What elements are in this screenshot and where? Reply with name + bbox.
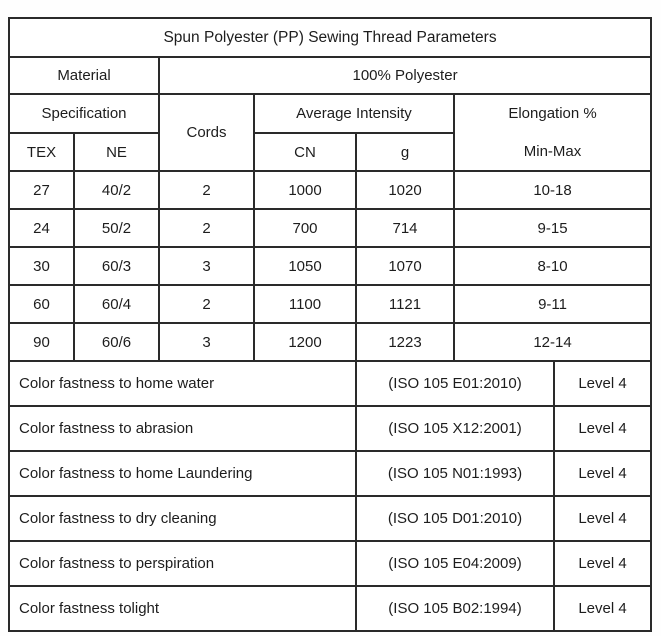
header-tex: TEX: [8, 132, 75, 172]
cell-elongation: 9-15: [452, 208, 653, 248]
header-average-intensity: Average Intensity: [253, 93, 455, 134]
cell-cn: 1000: [253, 170, 357, 210]
fastness-standard: (ISO 105 E04:2009): [355, 540, 555, 587]
material-value: 100% Polyester: [157, 56, 653, 95]
header-g: g: [355, 132, 455, 172]
table-row: 27 40/2 2 1000 1020 10-18: [8, 170, 653, 210]
cell-cn: 1200: [253, 322, 357, 362]
cell-cords: 3: [158, 322, 255, 362]
cell-g: 1070: [355, 246, 455, 286]
fastness-standard: (ISO 105 N01:1993): [355, 450, 555, 497]
header-specification: Specification: [8, 93, 160, 134]
fastness-property: Color fastness to home Laundering: [8, 450, 357, 497]
fastness-standard: (ISO 105 B02:1994): [355, 585, 555, 632]
header-ne: NE: [73, 132, 160, 172]
cell-g: 1121: [355, 284, 455, 324]
cell-ne: 60/3: [73, 246, 160, 286]
cell-cn: 1100: [253, 284, 357, 324]
material-label: Material: [8, 56, 160, 95]
fastness-row: Color fastness tolight (ISO 105 B02:1994…: [8, 585, 652, 632]
fastness-row: Color fastness to home water (ISO 105 E0…: [8, 360, 652, 407]
material-row: Material 100% Polyester: [8, 56, 653, 95]
table-row: 24 50/2 2 700 714 9-15: [8, 208, 653, 248]
fastness-level: Level 4: [553, 540, 652, 587]
cell-tex: 30: [8, 246, 75, 286]
cell-tex: 24: [8, 208, 75, 248]
header-min-max: Min-Max: [523, 142, 582, 160]
cell-elongation: 9-11: [452, 284, 653, 324]
cell-cords: 3: [158, 246, 255, 286]
header-row-groups: Specification Cords Average Intensity El…: [8, 93, 653, 172]
fastness-level: Level 4: [553, 585, 652, 632]
header-elongation: Elongation % Min-Max: [452, 93, 653, 172]
cell-cords: 2: [158, 170, 255, 210]
fastness-level: Level 4: [553, 405, 652, 452]
cell-cn: 700: [253, 208, 357, 248]
fastness-property: Color fastness to perspiration: [8, 540, 357, 587]
fastness-row: Color fastness to perspiration (ISO 105 …: [8, 540, 652, 587]
cell-ne: 60/6: [73, 322, 160, 362]
cell-tex: 90: [8, 322, 75, 362]
fastness-level: Level 4: [553, 495, 652, 542]
fastness-property: Color fastness tolight: [8, 585, 357, 632]
fastness-standard: (ISO 105 E01:2010): [355, 360, 555, 407]
cell-elongation: 8-10: [452, 246, 653, 286]
fastness-property: Color fastness to dry cleaning: [8, 495, 357, 542]
fastness-property: Color fastness to abrasion: [8, 405, 357, 452]
table-row: 30 60/3 3 1050 1070 8-10: [8, 246, 653, 286]
header-cn: CN: [253, 132, 357, 172]
cell-g: 1223: [355, 322, 455, 362]
title-row: Spun Polyester (PP) Sewing Thread Parame…: [7, 17, 653, 58]
fastness-row: Color fastness to abrasion (ISO 105 X12:…: [8, 405, 652, 452]
cell-cords: 2: [158, 284, 255, 324]
header-row-units: TEX NE CN g: [8, 132, 651, 172]
cell-ne: 50/2: [73, 208, 160, 248]
table-title: Spun Polyester (PP) Sewing Thread Parame…: [7, 17, 653, 58]
fastness-standard: (ISO 105 X12:2001): [355, 405, 555, 452]
thread-parameters-table: Spun Polyester (PP) Sewing Thread Parame…: [7, 17, 653, 362]
cell-elongation: 12-14: [452, 322, 653, 362]
cell-elongation: 10-18: [452, 170, 653, 210]
header-cords: Cords: [158, 93, 255, 172]
color-fastness-table: Color fastness to home water (ISO 105 E0…: [8, 360, 652, 632]
cell-tex: 27: [8, 170, 75, 210]
fastness-row: Color fastness to dry cleaning (ISO 105 …: [8, 495, 652, 542]
cell-ne: 40/2: [73, 170, 160, 210]
cell-cn: 1050: [253, 246, 357, 286]
cell-g: 714: [355, 208, 455, 248]
cell-g: 1020: [355, 170, 455, 210]
fastness-level: Level 4: [553, 450, 652, 497]
fastness-row: Color fastness to home Laundering (ISO 1…: [8, 450, 652, 497]
table-row: 60 60/4 2 1100 1121 9-11: [8, 284, 653, 324]
cell-ne: 60/4: [73, 284, 160, 324]
cell-tex: 60: [8, 284, 75, 324]
cell-cords: 2: [158, 208, 255, 248]
fastness-level: Level 4: [553, 360, 652, 407]
header-elongation-label: Elongation %: [508, 105, 597, 123]
fastness-standard: (ISO 105 D01:2010): [355, 495, 555, 542]
fastness-property: Color fastness to home water: [8, 360, 357, 407]
table-row: 90 60/6 3 1200 1223 12-14: [8, 322, 653, 362]
